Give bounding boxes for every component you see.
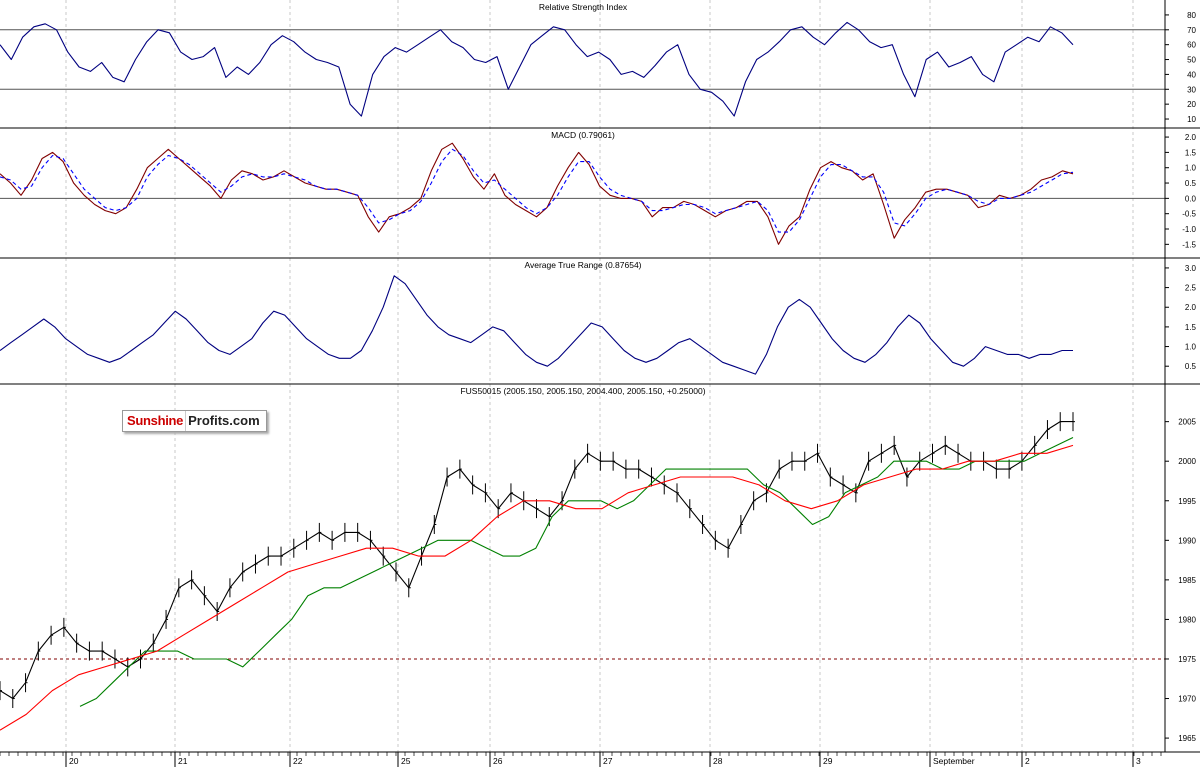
x-tick-label: 26 — [493, 756, 503, 766]
series-line-signal — [0, 148, 1074, 233]
panel-1: Relative Strength Index 10 20 30 40 50 60 70 80 — [0, 2, 1200, 129]
y-tick-label: 2005 — [1178, 418, 1196, 427]
panel-3: Average True Range (0.87654) 0.5 1.0 1.5 2.0… — [0, 260, 1200, 385]
x-tick-label: 3 — [1136, 756, 1141, 766]
y-tick-label: 1975 — [1178, 655, 1196, 664]
panel-title: MACD (0.79061) — [551, 130, 615, 140]
x-tick-label: 27 — [603, 756, 613, 766]
y-tick-label: 1995 — [1178, 497, 1196, 506]
y-tick-label: 30 — [1187, 85, 1196, 94]
y-tick-label: 40 — [1187, 70, 1196, 79]
y-tick-label: 1980 — [1178, 615, 1196, 624]
y-tick-label: 1970 — [1178, 695, 1196, 704]
series-line-ma-short — [79, 437, 1074, 707]
y-tick-label: 20 — [1187, 100, 1196, 109]
y-tick-label: 0.5 — [1185, 362, 1197, 371]
x-tick-label: 21 — [178, 756, 188, 766]
logo-part-sunshine: Sunshine — [123, 411, 186, 431]
y-tick-label: 2.0 — [1185, 133, 1197, 142]
y-tick-label: 1.5 — [1185, 148, 1197, 157]
y-tick-label: 2.5 — [1185, 284, 1197, 293]
sunshine-profits-logo: Sunshine Profits.com — [122, 410, 267, 432]
x-tick-label: 25 — [401, 756, 411, 766]
logo-part-profits: Profits.com — [185, 411, 266, 431]
panel-title: Relative Strength Index — [539, 2, 628, 12]
x-tick-label: 28 — [713, 756, 723, 766]
y-tick-label: 80 — [1187, 11, 1196, 20]
x-tick-label: September — [933, 756, 975, 766]
series-line-main — [0, 21, 1074, 117]
panel-2: MACD (0.79061) -1.5 -1.0 -0.5 0.0 0.5 1.0 1.5 2.… — [0, 130, 1200, 259]
panel-title: FUS50015 (2005.150, 2005.150, 2004.400, … — [460, 386, 705, 396]
y-tick-label: 3.0 — [1185, 264, 1197, 273]
y-tick-label: -1.5 — [1182, 240, 1196, 249]
y-tick-label: 2.0 — [1185, 303, 1197, 312]
x-tick-label: 2 — [1025, 756, 1030, 766]
y-tick-label: 60 — [1187, 41, 1196, 50]
series-line-macd — [0, 142, 1074, 245]
y-tick-label: 1.5 — [1185, 323, 1197, 332]
y-tick-label: 1.0 — [1185, 164, 1197, 173]
y-tick-label: 1990 — [1178, 536, 1196, 545]
y-tick-label: 1.0 — [1185, 343, 1197, 352]
y-tick-label: -1.0 — [1182, 225, 1196, 234]
y-tick-label: 0.5 — [1185, 179, 1197, 188]
series-line-ma-long — [0, 444, 1074, 731]
y-tick-label: 50 — [1187, 56, 1196, 65]
x-tick-label: 29 — [823, 756, 833, 766]
series-line-main — [0, 275, 1073, 375]
panel-title: Average True Range (0.87654) — [524, 260, 641, 270]
y-tick-label: 70 — [1187, 26, 1196, 35]
y-tick-label: 1965 — [1178, 734, 1196, 743]
y-tick-label: 2000 — [1178, 457, 1196, 466]
y-tick-label: 1985 — [1178, 576, 1196, 585]
y-tick-label: -0.5 — [1182, 210, 1196, 219]
y-tick-label: 10 — [1187, 115, 1196, 124]
y-tick-label: 0.0 — [1185, 194, 1197, 203]
x-tick-label: 20 — [69, 756, 79, 766]
x-axis: 20 21 22 25 26 27 28 29 September 2 3 — [0, 0, 1166, 767]
x-tick-label: 22 — [293, 756, 303, 766]
grid-layer — [65, 0, 1134, 752]
